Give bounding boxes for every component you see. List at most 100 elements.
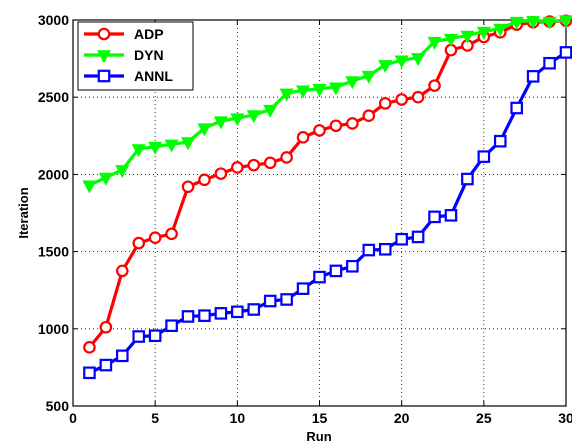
y-tick-label: 2500 <box>38 89 69 105</box>
data-point-annl <box>115 349 129 363</box>
data-point-annl <box>263 294 277 308</box>
data-point-adp <box>263 156 277 170</box>
data-point-annl <box>231 305 244 319</box>
data-point-dyn <box>476 26 491 40</box>
data-point-adp <box>346 117 359 130</box>
data-point-dyn <box>246 110 261 124</box>
data-point-annl <box>559 46 572 59</box>
data-point-adp <box>296 131 310 144</box>
y-tick-label: 2000 <box>38 166 69 182</box>
x-axis-label: Run <box>306 429 331 444</box>
data-point-dyn <box>460 30 475 44</box>
data-point-dyn <box>148 141 163 155</box>
data-point-adp <box>280 151 293 164</box>
data-point-annl <box>83 366 96 380</box>
data-point-dyn <box>345 76 360 90</box>
x-tick-label: 15 <box>312 410 328 426</box>
data-point-dyn <box>493 23 508 37</box>
data-point-adp <box>148 231 162 245</box>
data-point-dyn <box>230 113 245 127</box>
data-point-dyn <box>443 33 459 47</box>
data-point-annl <box>214 307 228 320</box>
data-point-dyn <box>197 123 212 137</box>
data-point-annl <box>198 309 211 322</box>
data-point-annl <box>444 209 458 222</box>
data-point-adp <box>198 173 211 187</box>
data-point-annl <box>461 172 474 186</box>
legend-label-annl: ANNL <box>134 68 173 84</box>
data-point-adp <box>83 341 96 354</box>
data-point-adp <box>231 161 244 174</box>
data-point-annl <box>280 293 293 306</box>
series-group <box>82 14 572 380</box>
data-point-annl <box>362 243 376 257</box>
data-point-annl <box>411 230 425 244</box>
y-tick-label: 500 <box>46 398 70 414</box>
data-point-adp <box>378 97 392 110</box>
data-point-dyn <box>361 70 376 84</box>
legend-marker-annl <box>97 69 111 83</box>
legend-label-dyn: DYN <box>134 47 164 63</box>
data-point-annl <box>99 358 113 372</box>
data-point-dyn <box>296 85 311 99</box>
data-point-annl <box>493 134 507 148</box>
data-point-dyn <box>526 16 541 30</box>
data-point-adp <box>395 93 408 106</box>
data-point-dyn <box>180 137 196 151</box>
data-point-adp <box>116 264 129 278</box>
data-point-dyn <box>394 55 409 69</box>
data-point-dyn <box>263 104 278 118</box>
y-tick-label: 3000 <box>38 12 69 28</box>
data-point-annl <box>543 56 556 70</box>
y-tick-label: 1000 <box>38 321 69 337</box>
data-point-adp <box>428 79 441 92</box>
data-point-adp <box>247 158 261 172</box>
data-point-annl <box>148 329 162 343</box>
data-point-dyn <box>312 84 327 97</box>
data-point-annl <box>378 242 392 256</box>
data-point-dyn <box>328 82 343 96</box>
data-point-adp <box>165 227 178 241</box>
x-tick-label: 5 <box>151 410 159 426</box>
x-tick-label: 30 <box>558 410 572 426</box>
data-point-dyn <box>279 88 294 102</box>
data-point-dyn <box>131 144 146 158</box>
data-point-annl <box>165 319 178 333</box>
y-axis-label: Iteration <box>16 187 31 238</box>
data-point-dyn <box>542 16 557 30</box>
data-point-dyn <box>558 15 572 29</box>
y-tick-label: 1500 <box>38 244 69 260</box>
data-point-annl <box>247 303 261 316</box>
data-point-dyn <box>98 172 113 186</box>
tick-labels: 0 5 10 15 20 25 30 500 1000 1500 2000 2500 3000 <box>38 12 572 426</box>
data-point-annl <box>329 264 343 278</box>
data-point-adp <box>214 167 228 180</box>
x-tick-label: 25 <box>476 410 492 426</box>
legend-marker-adp <box>97 27 111 41</box>
series-dyn <box>82 15 572 194</box>
legend: ADP DYN ANNL <box>77 21 194 91</box>
x-tick-label: 20 <box>394 410 410 426</box>
data-point-adp <box>132 236 146 250</box>
data-point-annl <box>395 232 408 246</box>
data-point-adp <box>313 124 326 137</box>
data-point-annl <box>181 310 195 323</box>
data-point-dyn <box>115 165 130 179</box>
data-point-dyn <box>411 53 426 67</box>
data-point-dyn <box>427 36 442 50</box>
data-point-annl <box>132 330 146 343</box>
x-tick-label: 0 <box>69 410 77 426</box>
data-point-annl <box>510 101 523 115</box>
data-point-adp <box>329 119 343 133</box>
data-point-annl <box>346 259 359 273</box>
data-point-dyn <box>164 139 179 153</box>
data-point-dyn <box>378 60 393 74</box>
data-point-annl <box>296 282 310 295</box>
data-point-annl <box>428 210 441 224</box>
data-point-dyn <box>82 180 97 194</box>
data-point-annl <box>477 150 491 163</box>
data-point-adp <box>362 109 376 123</box>
legend-label-adp: ADP <box>134 26 164 42</box>
data-point-annl <box>526 70 540 83</box>
